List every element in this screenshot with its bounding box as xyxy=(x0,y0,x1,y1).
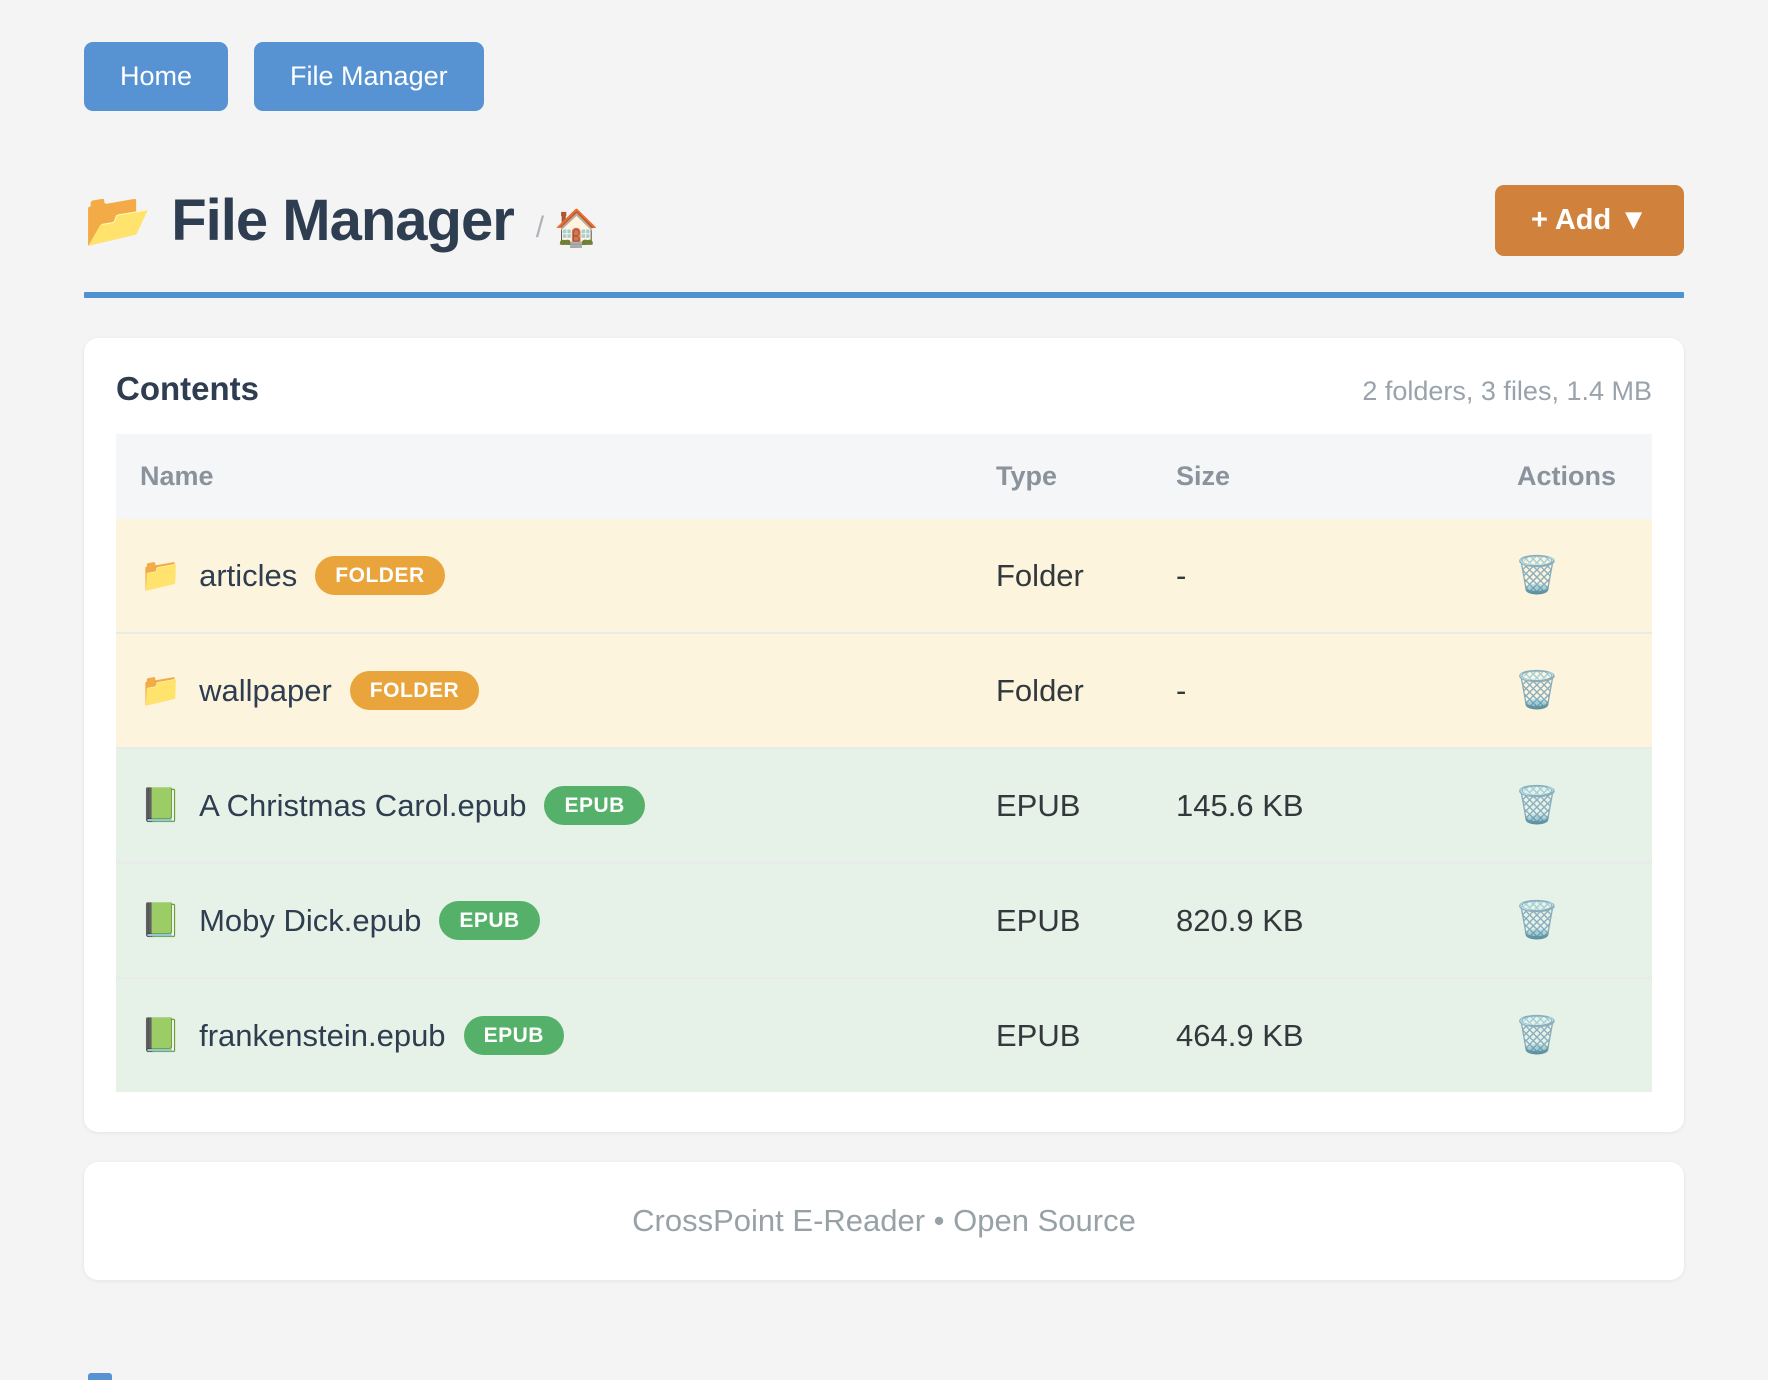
file-size-cell: - xyxy=(1176,672,1187,708)
file-type-badge: FOLDER xyxy=(349,671,480,710)
home-button[interactable]: Home xyxy=(84,42,229,111)
file-size-cell: 145.6 KB xyxy=(1176,787,1304,823)
file-table: Name Type Size Actions 📁 articles FOLDER… xyxy=(116,434,1652,1092)
column-header-size: Size xyxy=(1152,434,1462,519)
contents-card: Contents 2 folders, 3 files, 1.4 MB Name… xyxy=(84,338,1684,1132)
delete-button[interactable]: 🗑️ xyxy=(1514,783,1560,825)
file-type-cell: EPUB xyxy=(996,902,1081,938)
table-row: 📗 A Christmas Carol.epub EPUB EPUB 145.6… xyxy=(116,748,1652,863)
add-button[interactable]: + Add ▼ xyxy=(1494,185,1684,256)
delete-button[interactable]: 🗑️ xyxy=(1514,1013,1560,1055)
file-name-link[interactable]: Moby Dick.epub xyxy=(199,902,422,938)
file-manager-button[interactable]: File Manager xyxy=(254,42,484,111)
file-name-link[interactable]: A Christmas Carol.epub xyxy=(199,787,527,823)
delete-button[interactable]: 🗑️ xyxy=(1514,668,1560,710)
table-row: 📗 Moby Dick.epub EPUB EPUB 820.9 KB 🗑️ xyxy=(116,863,1652,978)
file-type-icon: 📁 xyxy=(140,671,182,708)
header-divider xyxy=(84,292,1684,298)
contents-card-header: Contents 2 folders, 3 files, 1.4 MB xyxy=(116,370,1652,408)
column-header-name: Name xyxy=(116,434,972,519)
top-nav: Home File Manager xyxy=(84,42,1684,111)
file-type-cell: EPUB xyxy=(996,787,1081,823)
file-type-cell: EPUB xyxy=(996,1017,1081,1053)
file-name-link[interactable]: frankenstein.epub xyxy=(199,1017,446,1053)
contents-summary: 2 folders, 3 files, 1.4 MB xyxy=(1362,376,1652,406)
file-table-header: Name Type Size Actions xyxy=(116,434,1652,519)
table-row: 📗 frankenstein.epub EPUB EPUB 464.9 KB 🗑… xyxy=(116,978,1652,1092)
delete-button[interactable]: 🗑️ xyxy=(1514,898,1560,940)
file-type-badge: FOLDER xyxy=(315,556,445,595)
footer: CrossPoint E-Reader • Open Source xyxy=(84,1162,1684,1280)
file-type-cell: Folder xyxy=(996,557,1084,593)
file-type-icon: 📗 xyxy=(140,901,182,938)
file-name-link[interactable]: articles xyxy=(199,557,298,593)
cut-off-element xyxy=(88,1373,112,1380)
file-type-icon: 📗 xyxy=(140,1016,182,1053)
home-icon[interactable]: 🏠 xyxy=(554,206,599,248)
file-type-cell: Folder xyxy=(996,672,1084,708)
file-type-icon: 📗 xyxy=(140,786,182,823)
breadcrumb-separator: / xyxy=(535,210,545,244)
folder-icon: 📂 xyxy=(84,190,152,250)
column-header-actions: Actions xyxy=(1462,434,1652,519)
column-header-type: Type xyxy=(972,434,1152,519)
table-row: 📁 wallpaper FOLDER Folder - 🗑️ xyxy=(116,633,1652,748)
delete-button[interactable]: 🗑️ xyxy=(1514,553,1560,595)
breadcrumb: / 🏠 xyxy=(536,207,599,249)
page-container: Home File Manager 📂 File Manager / 🏠 + A… xyxy=(84,0,1684,1280)
file-name-link[interactable]: wallpaper xyxy=(199,672,332,708)
table-row: 📁 articles FOLDER Folder - 🗑️ xyxy=(116,519,1652,633)
file-table-body: 📁 articles FOLDER Folder - 🗑️ 📁 wallpape… xyxy=(116,519,1652,1092)
file-type-badge: EPUB xyxy=(544,786,645,825)
file-type-icon: 📁 xyxy=(140,556,182,593)
file-size-cell: - xyxy=(1176,557,1187,593)
file-size-cell: 464.9 KB xyxy=(1176,1017,1304,1053)
footer-text: CrossPoint E-Reader • Open Source xyxy=(632,1203,1136,1238)
file-type-badge: EPUB xyxy=(463,1016,564,1055)
page-title: File Manager xyxy=(171,188,515,253)
page-header: 📂 File Manager / 🏠 + Add ▼ xyxy=(84,185,1684,256)
file-size-cell: 820.9 KB xyxy=(1176,902,1304,938)
contents-heading: Contents xyxy=(116,370,259,407)
file-type-badge: EPUB xyxy=(439,901,540,940)
